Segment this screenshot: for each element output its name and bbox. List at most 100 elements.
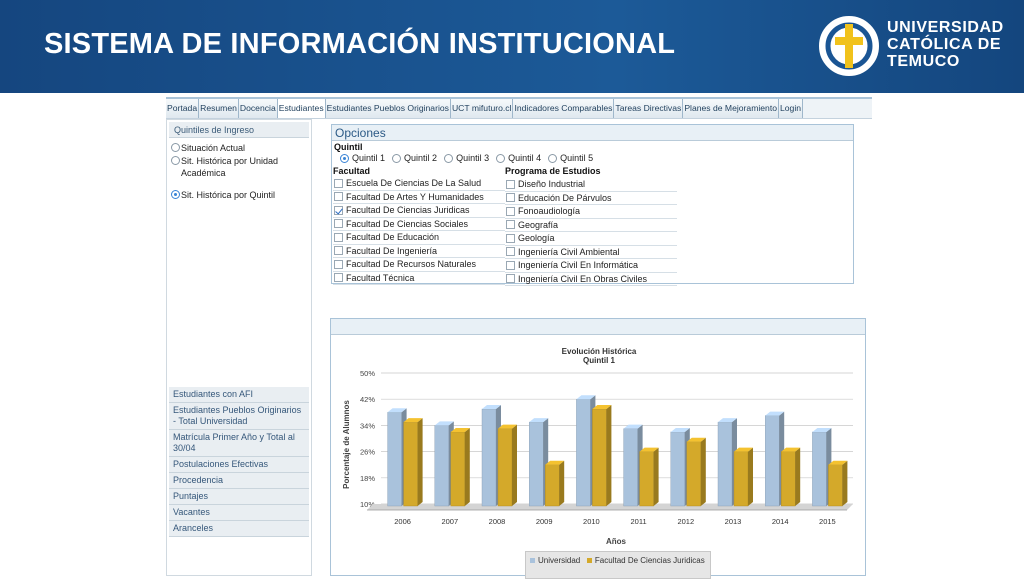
bar-top-facultad-2008 [498,424,517,429]
legend-swatch-facultad [586,558,592,564]
nav-planes-de-mejoramiento[interactable]: Planes de Mejoramiento [683,99,779,118]
radio-icon[interactable] [171,156,180,165]
legend-swatch-universidad [530,558,535,564]
checkbox-icon[interactable] [506,233,515,243]
radio-icon[interactable] [548,154,558,163]
radio-quintil-2[interactable]: Quintil 2 [392,153,437,164]
y-tick-label: 50% [360,369,375,378]
bar-universidad-2011 [623,428,638,507]
radio-label: Sit. Histórica por Quintil [181,190,276,200]
checkbox-icon[interactable] [334,273,343,283]
checkbox-icon[interactable] [334,192,343,202]
x-tick-label: 2013 [725,517,742,526]
university-name-line-1: UNIVERSIDAD [887,19,1004,36]
radio-label: Situación Actual [181,143,246,153]
radio-sit-historica-unidad[interactable]: Sit. Histórica por Unidad Académica [167,155,311,179]
radio-quintil-5[interactable]: Quintil 5 [548,153,593,164]
bar-facultad-2014 [781,451,796,507]
page-title: SISTEMA DE INFORMACIÓN INSTITUCIONAL [44,28,676,60]
checkbox-icon[interactable] [334,232,343,242]
checkbox-icon[interactable] [506,260,515,270]
checkbox-icon[interactable] [334,259,343,269]
programa-item[interactable]: Geografía [505,219,677,232]
facultad-item[interactable]: Facultad De Ciencias Juridicas [333,204,505,218]
facultad-item[interactable]: Facultad De Artes Y Humanidades [333,191,505,204]
y-tick-label: 10% [360,500,375,509]
checkbox-icon[interactable] [506,274,515,284]
facultad-item[interactable]: Facultad De Ingeniería [333,245,505,258]
sidebar-link-aranceles[interactable]: Aranceles [169,521,309,537]
radio-icon[interactable] [392,154,402,163]
nav-portada[interactable]: Portada [166,99,200,118]
sidebar-link-matricula[interactable]: Matrícula Primer Año y Total al 30/04 [169,430,309,457]
sidebar-link-postulaciones[interactable]: Postulaciones Efectivas [169,457,309,473]
bar-side-facultad-2014 [795,447,801,506]
nav-resumen[interactable]: Resumen [199,99,239,118]
bar-facultad-2007 [450,431,466,507]
checkbox-icon[interactable] [506,193,515,203]
radio-icon[interactable] [496,154,506,163]
university-logo-icon [819,16,879,76]
bar-top-facultad-2006 [403,418,423,423]
bar-top-facultad-2009 [545,460,565,465]
programa-item[interactable]: Geología [505,232,677,246]
programa-item[interactable]: Educación De Párvulos [505,192,677,205]
radio-situacion-actual[interactable]: Situación Actual [167,142,311,154]
radio-selected-icon[interactable] [171,190,180,199]
nav-uct-mifuturo[interactable]: UCT mifuturo.cl [450,99,514,118]
nav-estudiantes-pueblos-originarios[interactable]: Estudiantes Pueblos Originarios [325,99,451,118]
radio-quintil-3[interactable]: Quintil 3 [444,153,489,164]
nav-login[interactable]: Login [779,99,804,118]
university-name: UNIVERSIDAD CATÓLICA DE TEMUCO [887,19,1004,70]
facultad-item[interactable]: Facultad De Educación [333,231,505,245]
programa-item[interactable]: Fonoaudiología [505,205,677,219]
nav-estudiantes[interactable]: Estudiantes [277,99,326,118]
bar-side-facultad-2010 [606,405,612,506]
facultad-item[interactable]: Escuela De Ciencias De La Salud [333,177,505,191]
programa-list: Diseño Industrial Educación De Párvulos … [505,178,677,286]
chart-panel-header [331,319,865,335]
bar-side-facultad-2011 [653,447,659,506]
checkbox-icon[interactable] [506,220,515,230]
sidebar-link-puntajes[interactable]: Puntajes [169,489,309,505]
sidebar-section-quintiles[interactable]: Quintiles de Ingreso [169,122,309,138]
sidebar-link-pueblos-originarios[interactable]: Estudiantes Pueblos Originarios - Total … [169,403,309,430]
programa-item[interactable]: Ingeniería Civil En Obras Civiles [505,273,677,286]
checkbox-icon[interactable] [334,219,343,229]
checkbox-icon[interactable] [506,179,515,189]
radio-sit-historica-quintil[interactable]: Sit. Histórica por Quintil [167,189,311,201]
y-tick-label: 34% [360,421,375,430]
nav-docencia[interactable]: Docencia [238,99,278,118]
checkbox-checked-icon[interactable] [334,205,343,215]
radio-icon[interactable] [171,143,180,152]
facultad-item[interactable]: Facultad Técnica [333,272,505,285]
bar-top-universidad-2009 [529,418,549,423]
programa-item[interactable]: Ingeniería Civil Ambiental [505,246,677,259]
sidebar-link-procedencia[interactable]: Procedencia [169,473,309,489]
checkbox-icon[interactable] [506,247,515,257]
nav-tareas-directivas[interactable]: Tareas Directivas [614,99,684,118]
facultad-item[interactable]: Facultad De Ciencias Sociales [333,218,505,231]
facultad-item-label: Escuela De Ciencias De La Salud [346,178,482,189]
radio-selected-icon[interactable] [340,154,349,163]
radio-label: Quintil 1 [352,153,386,163]
x-tick-label: 2006 [394,517,411,526]
radio-icon[interactable] [444,154,454,163]
radio-label: Quintil 3 [456,153,490,163]
radio-quintil-4[interactable]: Quintil 4 [496,153,541,164]
facultad-item[interactable]: Facultad De Recursos Naturales [333,258,505,272]
programa-item[interactable]: Ingeniería Civil En Informática [505,259,677,273]
bar-facultad-2009 [544,464,560,507]
sidebar-link-afi[interactable]: Estudiantes con AFI [169,387,309,403]
x-tick-label: 2010 [583,517,600,526]
radio-quintil-1[interactable]: Quintil 1 [340,153,385,164]
programa-item[interactable]: Diseño Industrial [505,178,677,192]
sidebar-link-vacantes[interactable]: Vacantes [169,505,309,521]
programa-label: Programa de Estudios [505,166,601,176]
facultad-list: Escuela De Ciencias De La Salud Facultad… [333,177,505,285]
bar-top-facultad-2015 [828,460,848,465]
checkbox-icon[interactable] [334,178,343,188]
nav-indicadores-comparables[interactable]: Indicadores Comparables [513,99,615,118]
checkbox-icon[interactable] [334,246,343,256]
checkbox-icon[interactable] [506,206,515,216]
